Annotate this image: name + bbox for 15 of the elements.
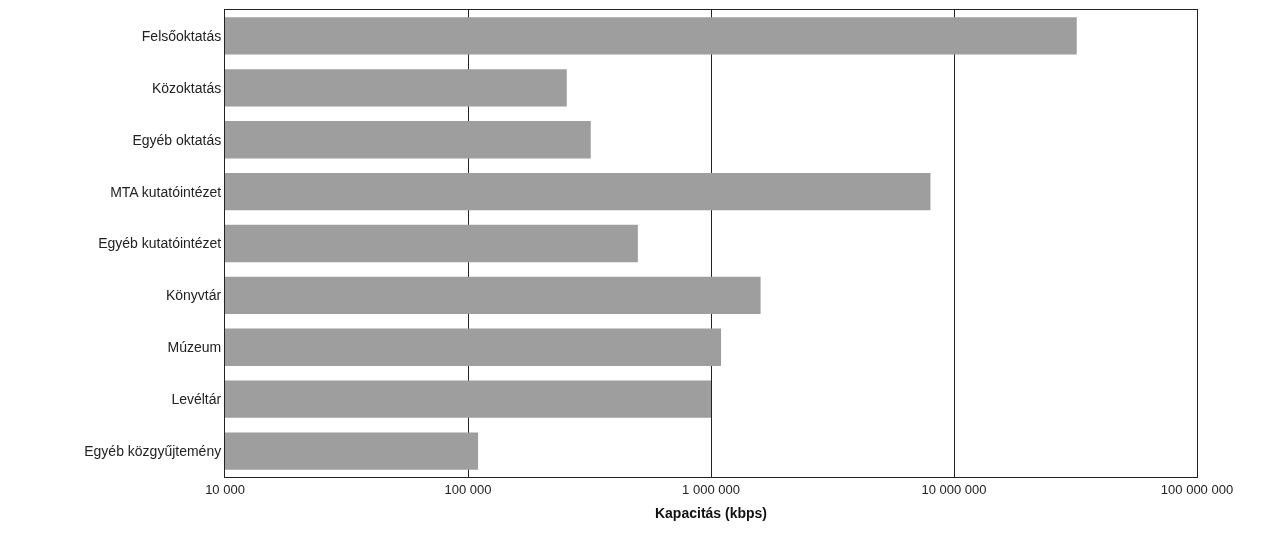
y-tick-label: Egyéb oktatás	[132, 131, 222, 148]
y-tick-label: Egyéb közgyűjtemény	[84, 442, 222, 459]
y-tick-label: Felsőoktatás	[141, 27, 222, 44]
y-tick-label: MTA kutatóintézet	[110, 183, 222, 200]
y-tick-label: Egyéb kutatóintézet	[98, 235, 222, 252]
x-tick-label: 10 000 000	[921, 481, 987, 497]
y-tick-label: Levéltár	[171, 391, 222, 408]
x-tick-label: 1 000 000	[682, 481, 740, 497]
x-axis-title: Kapacitás (kbps)	[654, 504, 768, 521]
y-tick-label: Közoktatás	[151, 79, 222, 96]
y-tick-label: Múzeum	[167, 339, 222, 356]
x-tick-label: 100 000	[444, 481, 492, 497]
y-tick-label: Könyvtár	[165, 287, 222, 304]
x-tick-label: 10 000	[205, 481, 245, 497]
x-tick-label: 100 000 000	[1160, 481, 1234, 497]
